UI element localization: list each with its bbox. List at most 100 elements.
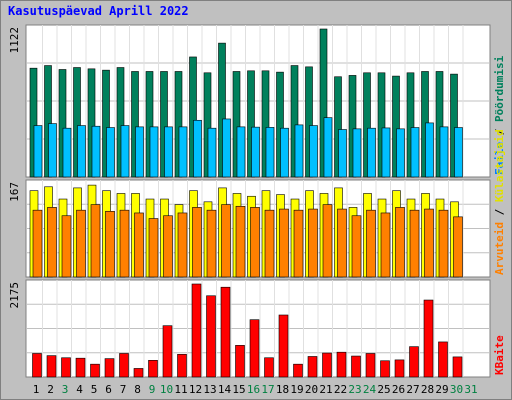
bar-faile bbox=[120, 125, 130, 178]
bar-faile bbox=[338, 129, 347, 178]
x-tick-label: 16 bbox=[247, 383, 260, 396]
bar-arvuteid bbox=[90, 204, 101, 278]
bar-faile bbox=[280, 127, 289, 178]
bar-poordumisi bbox=[435, 71, 444, 178]
bar-arvuteid bbox=[119, 209, 130, 278]
bar-faile bbox=[425, 122, 434, 178]
bar-arvuteid bbox=[32, 209, 43, 278]
x-tick-label: 17 bbox=[261, 383, 274, 396]
bar-faile bbox=[381, 127, 391, 178]
bar-poordumisi bbox=[261, 70, 270, 178]
bar-kbaite bbox=[293, 363, 303, 378]
bar-faile bbox=[135, 126, 144, 178]
bar-kbaite bbox=[191, 283, 202, 378]
x-tick-label: 11 bbox=[174, 383, 187, 396]
bar-arvuteid bbox=[453, 216, 463, 278]
bar-kbaite bbox=[104, 358, 115, 378]
bar-kbaite bbox=[162, 325, 173, 378]
y-max-label: 1122 bbox=[8, 27, 21, 54]
x-tick-label: 14 bbox=[218, 383, 232, 396]
bar-poordumisi bbox=[73, 67, 81, 178]
x-tick-label: 15 bbox=[232, 383, 245, 396]
x-tick-label: 25 bbox=[377, 383, 390, 396]
bar-arvuteid bbox=[438, 209, 449, 278]
bar-faile bbox=[48, 123, 57, 178]
bar-poordumisi bbox=[87, 68, 96, 178]
bar-kbaite bbox=[46, 355, 57, 378]
bar-poordumisi bbox=[29, 67, 38, 178]
x-tick-label: 6 bbox=[105, 383, 112, 396]
bar-faile bbox=[367, 127, 376, 178]
legend-separator: / bbox=[493, 122, 506, 142]
bar-kbaite bbox=[365, 353, 376, 378]
bar-faile bbox=[33, 125, 43, 178]
x-tick-label: 27 bbox=[406, 383, 419, 396]
chart-title: Kasutuspäevad Aprill 2022 bbox=[8, 4, 189, 18]
bar-poordumisi bbox=[319, 28, 328, 178]
bar-faile bbox=[164, 126, 173, 178]
bar-arvuteid bbox=[424, 208, 434, 278]
x-tick-label: 23 bbox=[348, 383, 361, 396]
bar-arvuteid bbox=[148, 218, 159, 278]
bar-arvuteid bbox=[250, 207, 260, 278]
x-tick-label: 18 bbox=[276, 383, 289, 396]
bar-poordumisi bbox=[160, 71, 168, 178]
x-tick-label: 9 bbox=[149, 383, 156, 396]
x-tick-label: 20 bbox=[305, 383, 318, 396]
x-tick-label: 26 bbox=[392, 383, 405, 396]
bar-poordumisi bbox=[203, 72, 212, 178]
bar-kbaite bbox=[336, 351, 347, 378]
bar-kbaite bbox=[32, 353, 42, 378]
legend-kulastajaid: Külastajaid bbox=[493, 129, 506, 202]
bar-poordumisi bbox=[450, 73, 458, 178]
bar-arvuteid bbox=[351, 215, 362, 278]
bar-arvuteid bbox=[163, 215, 173, 278]
bar-poordumisi bbox=[102, 69, 110, 178]
bar-faile bbox=[410, 127, 420, 178]
bar-kbaite bbox=[220, 286, 231, 378]
bar-kbaite bbox=[61, 357, 71, 378]
bar-faile bbox=[178, 126, 188, 178]
bar-faile bbox=[62, 127, 72, 178]
bar-kbaite bbox=[206, 295, 216, 378]
bar-kbaite bbox=[438, 341, 448, 378]
x-tick-label: 13 bbox=[203, 383, 216, 396]
x-tick-label: 7 bbox=[120, 383, 127, 396]
bar-kbaite bbox=[322, 352, 332, 378]
bar-kbaite bbox=[235, 345, 245, 378]
bar-poordumisi bbox=[232, 71, 241, 178]
x-tick-label: 21 bbox=[319, 383, 332, 396]
bar-faile bbox=[454, 127, 463, 178]
bar-poordumisi bbox=[276, 71, 284, 178]
bar-kbaite bbox=[394, 359, 405, 378]
bar-poordumisi bbox=[44, 65, 52, 178]
x-tick-label: 31 bbox=[464, 383, 477, 396]
y-max-label: 2175 bbox=[8, 282, 21, 309]
bar-kbaite bbox=[119, 353, 129, 378]
bar-kbaite bbox=[133, 368, 144, 378]
x-tick-label: 10 bbox=[160, 383, 173, 396]
side-legend: KBaite bbox=[493, 335, 506, 375]
bar-kbaite bbox=[423, 299, 434, 378]
bar-faile bbox=[222, 118, 231, 178]
x-tick-label: 29 bbox=[435, 383, 448, 396]
legend-faile: Faile bbox=[493, 142, 506, 175]
bar-poordumisi bbox=[305, 66, 313, 178]
bar-faile bbox=[193, 119, 202, 178]
bar-poordumisi bbox=[116, 67, 125, 178]
bar-poordumisi bbox=[290, 65, 299, 178]
bar-poordumisi bbox=[174, 71, 183, 178]
x-tick-label: 30 bbox=[450, 383, 463, 396]
bar-poordumisi bbox=[58, 69, 67, 178]
bar-kbaite bbox=[75, 357, 86, 378]
bar-kbaite bbox=[278, 314, 289, 378]
bar-faile bbox=[236, 126, 246, 178]
x-tick-label: 1 bbox=[33, 383, 40, 396]
bar-arvuteid bbox=[105, 210, 115, 278]
bar-kbaite bbox=[409, 346, 419, 378]
bar-faile bbox=[396, 128, 405, 178]
bar-poordumisi bbox=[218, 42, 226, 178]
legend-poordumisi: Pöördumisi bbox=[493, 55, 506, 122]
bar-poordumisi bbox=[145, 71, 154, 178]
bar-poordumisi bbox=[348, 75, 357, 178]
